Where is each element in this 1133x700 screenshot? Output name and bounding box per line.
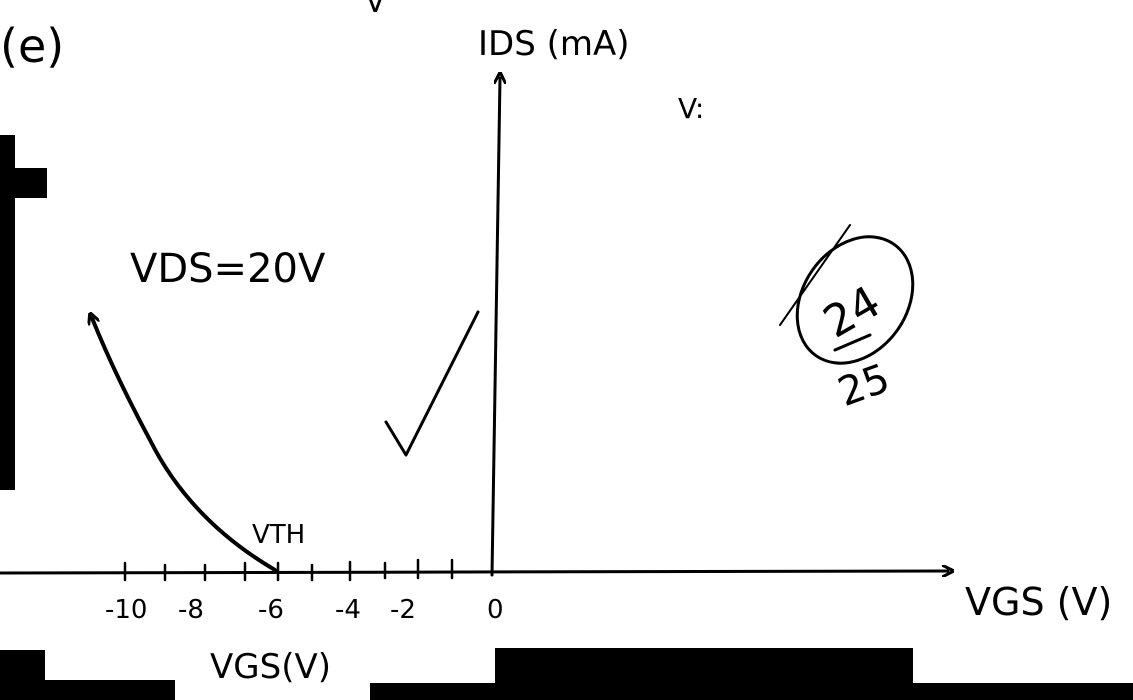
x-tick-label: -8: [178, 595, 204, 625]
x-axis-label-bottom: VGS(V): [210, 647, 331, 687]
check-mark: [386, 312, 478, 455]
page: (e) V V: IDS (mA) VGS (V) VGS(V) -10 -8 -6…: [0, 0, 1133, 700]
x-tick-label: 0: [487, 595, 504, 625]
condition: VDS=20V: [130, 246, 326, 292]
score-points: 24: [815, 276, 889, 348]
x-tick-label: -2: [390, 595, 416, 625]
redaction: [15, 168, 47, 198]
x-tick-label: -6: [258, 595, 284, 625]
x-axis-label: VGS (V): [965, 580, 1112, 624]
x-tick-label: -10: [105, 595, 147, 625]
y-axis-label: IDS (mA): [478, 24, 630, 64]
redaction: [370, 683, 1133, 700]
x-axis: [0, 571, 948, 573]
redaction: [45, 680, 175, 700]
curve: [92, 318, 275, 570]
threshold-label: VTH: [252, 520, 305, 550]
redaction: [0, 135, 15, 490]
stray-mark: V: [365, 0, 386, 20]
part-label: (e): [0, 19, 64, 73]
x-tick-label: -4: [335, 595, 361, 625]
x-tick-labels: -10 -8 -6 -4 -2 0: [105, 595, 504, 625]
y-axis: [492, 78, 500, 575]
redaction: [0, 650, 45, 700]
tick-marks: [125, 560, 452, 580]
stray-mark: V:: [678, 92, 704, 125]
